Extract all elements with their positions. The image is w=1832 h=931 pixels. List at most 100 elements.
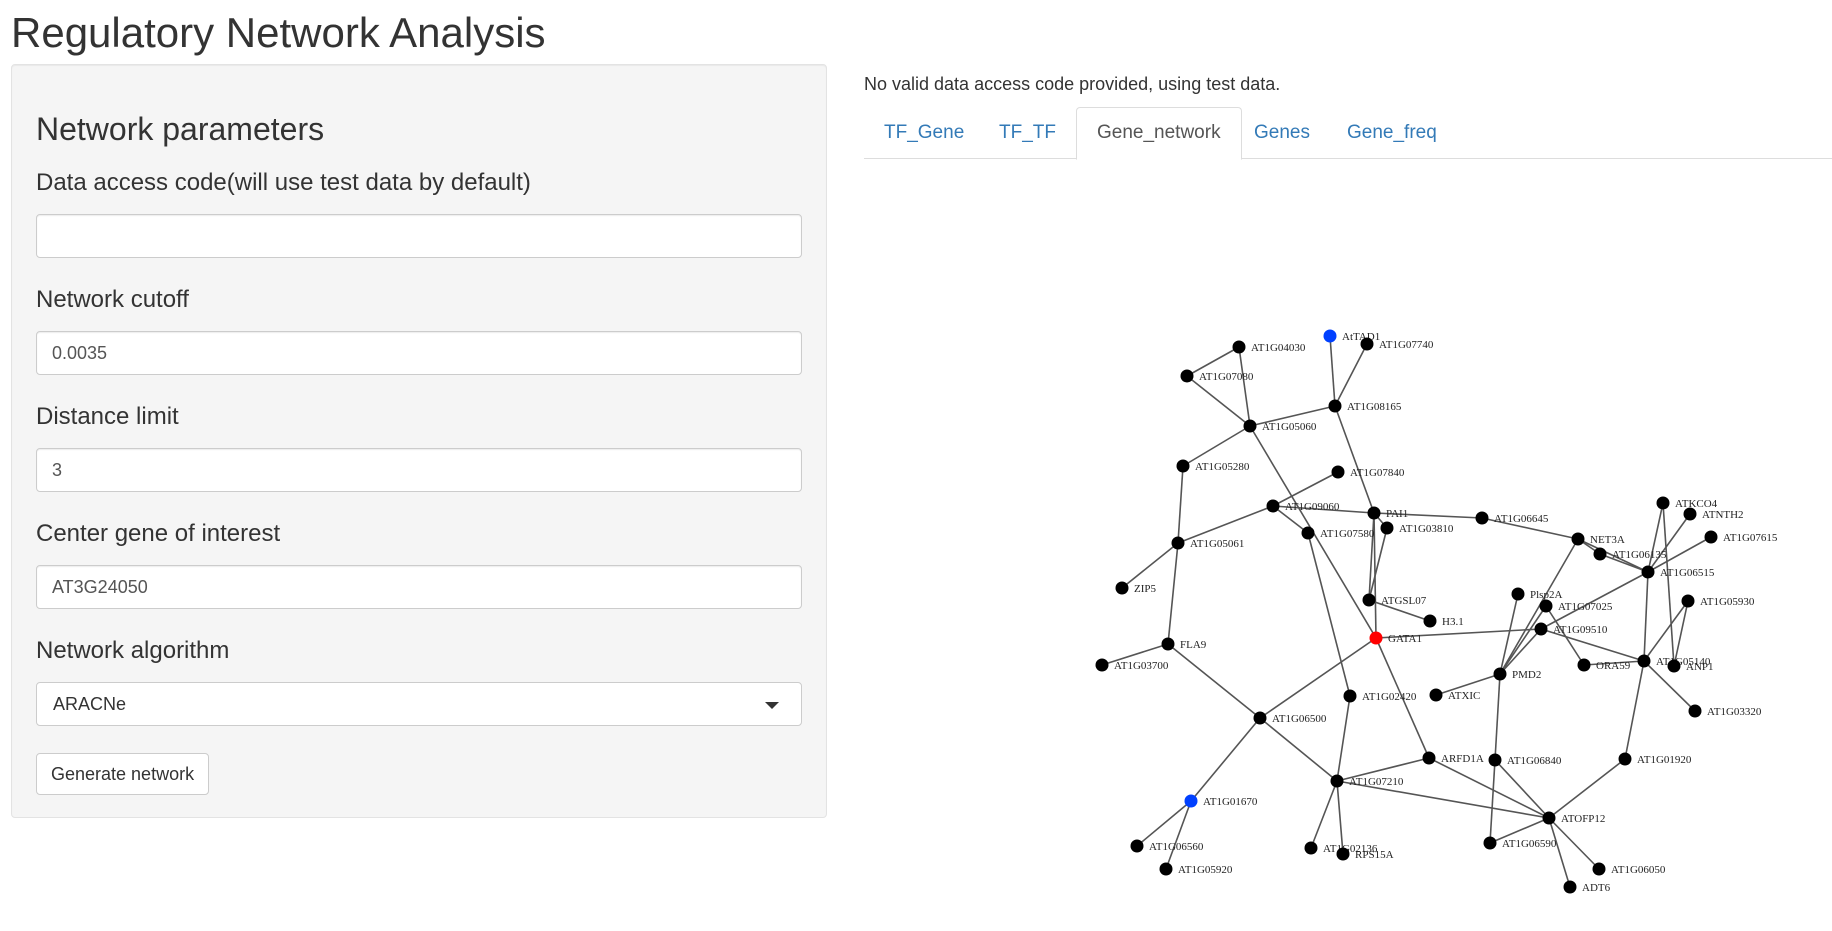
network-node-dot[interactable] bbox=[1362, 593, 1376, 607]
network-node-dot[interactable] bbox=[1539, 599, 1553, 613]
network-node-dot[interactable] bbox=[1511, 587, 1525, 601]
network-node-dot[interactable] bbox=[1423, 614, 1437, 628]
algorithm-select[interactable]: ARACNe bbox=[36, 682, 802, 726]
network-node[interactable]: AT1G06590 bbox=[1483, 836, 1557, 851]
network-node-dot[interactable] bbox=[1330, 774, 1344, 788]
network-node[interactable]: AT1G08165 bbox=[1328, 399, 1402, 414]
network-node-dot[interactable] bbox=[1483, 836, 1497, 850]
network-node[interactable]: ADT6 bbox=[1563, 880, 1611, 895]
center-gene-input[interactable] bbox=[36, 565, 802, 609]
network-node-dot[interactable] bbox=[1171, 536, 1185, 550]
network-node-dot[interactable] bbox=[1577, 658, 1591, 672]
network-node-dot[interactable] bbox=[1304, 841, 1318, 855]
network-node[interactable]: AT1G07840 bbox=[1331, 465, 1405, 480]
network-node[interactable]: GATA1 bbox=[1369, 631, 1422, 646]
network-node-dot[interactable] bbox=[1115, 581, 1129, 595]
network-node[interactable]: ATXIC bbox=[1429, 688, 1481, 703]
network-node-dot[interactable] bbox=[1592, 862, 1606, 876]
network-node[interactable]: AT1G02420 bbox=[1343, 689, 1417, 704]
network-node-dot[interactable] bbox=[1369, 631, 1383, 645]
cutoff-input[interactable] bbox=[36, 331, 802, 375]
network-node[interactable]: FLA9 bbox=[1161, 637, 1207, 652]
network-node[interactable]: AT1G06050 bbox=[1592, 862, 1666, 877]
network-node-dot[interactable] bbox=[1159, 862, 1173, 876]
network-node-dot[interactable] bbox=[1266, 499, 1280, 513]
network-node-dot[interactable] bbox=[1667, 659, 1681, 673]
network-node-dot[interactable] bbox=[1161, 637, 1175, 651]
generate-network-button[interactable]: Generate network bbox=[36, 753, 210, 795]
network-node-dot[interactable] bbox=[1422, 751, 1436, 765]
network-node-dot[interactable] bbox=[1336, 847, 1350, 861]
tab-genes[interactable]: Genes bbox=[1254, 122, 1310, 143]
network-node-dot[interactable] bbox=[1475, 511, 1489, 525]
network-node-dot[interactable] bbox=[1331, 465, 1345, 479]
network-node-dot[interactable] bbox=[1095, 658, 1109, 672]
network-node[interactable]: AT1G06645 bbox=[1475, 511, 1549, 526]
network-node-dot[interactable] bbox=[1618, 752, 1632, 766]
network-node[interactable]: AT1G01920 bbox=[1618, 752, 1692, 767]
network-node[interactable]: H3.1 bbox=[1423, 614, 1464, 629]
network-node-dot[interactable] bbox=[1184, 794, 1198, 808]
network-node[interactable]: AT1G07740 bbox=[1360, 337, 1434, 352]
network-node-dot[interactable] bbox=[1656, 496, 1670, 510]
network-node-dot[interactable] bbox=[1542, 811, 1556, 825]
network-node[interactable]: AT1G06135 bbox=[1593, 547, 1667, 562]
network-node-dot[interactable] bbox=[1380, 521, 1394, 535]
tab-gene-network[interactable]: Gene_network bbox=[1076, 107, 1242, 160]
network-node[interactable]: AT1G02136 bbox=[1304, 841, 1378, 856]
network-node[interactable]: AT1G05060 bbox=[1243, 419, 1317, 434]
network-node[interactable]: AT1G07025 bbox=[1539, 599, 1613, 614]
network-node[interactable]: AT1G09510 bbox=[1534, 622, 1608, 637]
network-node[interactable]: AT1G06515 bbox=[1641, 565, 1715, 580]
tab-gene-freq[interactable]: Gene_freq bbox=[1347, 122, 1437, 143]
network-node-dot[interactable] bbox=[1130, 839, 1144, 853]
tab-tf-tf[interactable]: TF_TF bbox=[999, 122, 1056, 143]
network-node[interactable]: AT1G05920 bbox=[1159, 862, 1233, 877]
network-node[interactable]: AT1G05061 bbox=[1171, 536, 1245, 551]
network-node-dot[interactable] bbox=[1493, 667, 1507, 681]
network-node-dot[interactable] bbox=[1534, 622, 1548, 636]
network-node[interactable]: ATKCO4 bbox=[1656, 496, 1718, 511]
network-node-dot[interactable] bbox=[1323, 329, 1337, 343]
network-node-dot[interactable] bbox=[1593, 547, 1607, 561]
network-node-dot[interactable] bbox=[1243, 419, 1257, 433]
network-node[interactable]: ORA59 bbox=[1577, 658, 1631, 673]
network-node-dot[interactable] bbox=[1328, 399, 1342, 413]
access-code-input[interactable] bbox=[36, 214, 802, 258]
network-node[interactable]: AT1G04030 bbox=[1232, 340, 1306, 355]
network-node-dot[interactable] bbox=[1637, 654, 1651, 668]
tab-tf-gene[interactable]: TF_Gene bbox=[884, 122, 965, 143]
network-node[interactable]: NET3A bbox=[1571, 532, 1625, 547]
network-node[interactable]: ATNTH2 bbox=[1683, 507, 1744, 522]
network-node[interactable]: ZIP5 bbox=[1115, 581, 1157, 596]
network-node[interactable]: ATOFP12 bbox=[1542, 811, 1606, 826]
network-node[interactable]: RPS15A bbox=[1336, 847, 1394, 862]
network-node-dot[interactable] bbox=[1343, 689, 1357, 703]
network-node[interactable]: AT1G07210 bbox=[1330, 774, 1404, 789]
network-node-dot[interactable] bbox=[1301, 526, 1315, 540]
network-node[interactable]: AT1G01670 bbox=[1184, 794, 1258, 809]
network-node-dot[interactable] bbox=[1360, 337, 1374, 351]
network-node-dot[interactable] bbox=[1429, 688, 1443, 702]
network-node[interactable]: AT1G03320 bbox=[1688, 704, 1762, 719]
network-node-dot[interactable] bbox=[1704, 530, 1718, 544]
network-node-dot[interactable] bbox=[1683, 507, 1697, 521]
network-node[interactable]: PMD2 bbox=[1493, 667, 1542, 682]
network-node[interactable]: AT1G07080 bbox=[1180, 369, 1254, 384]
network-node[interactable]: AT1G07615 bbox=[1704, 530, 1778, 545]
network-node-dot[interactable] bbox=[1367, 506, 1381, 520]
network-node[interactable]: ATGSL07 bbox=[1362, 593, 1427, 608]
network-node[interactable]: AT1G05280 bbox=[1176, 459, 1250, 474]
network-node-dot[interactable] bbox=[1253, 711, 1267, 725]
network-node[interactable]: AT1G03700 bbox=[1095, 658, 1169, 673]
network-node[interactable]: AT1G03810 bbox=[1380, 521, 1454, 536]
network-node-dot[interactable] bbox=[1681, 594, 1695, 608]
network-node[interactable]: AT1G05930 bbox=[1681, 594, 1755, 609]
network-node-dot[interactable] bbox=[1641, 565, 1655, 579]
network-node[interactable]: AT1G06500 bbox=[1253, 711, 1327, 726]
network-node-dot[interactable] bbox=[1232, 340, 1246, 354]
network-node[interactable]: AT1G07580 bbox=[1301, 526, 1375, 541]
network-node-dot[interactable] bbox=[1563, 880, 1577, 894]
network-node-dot[interactable] bbox=[1180, 369, 1194, 383]
